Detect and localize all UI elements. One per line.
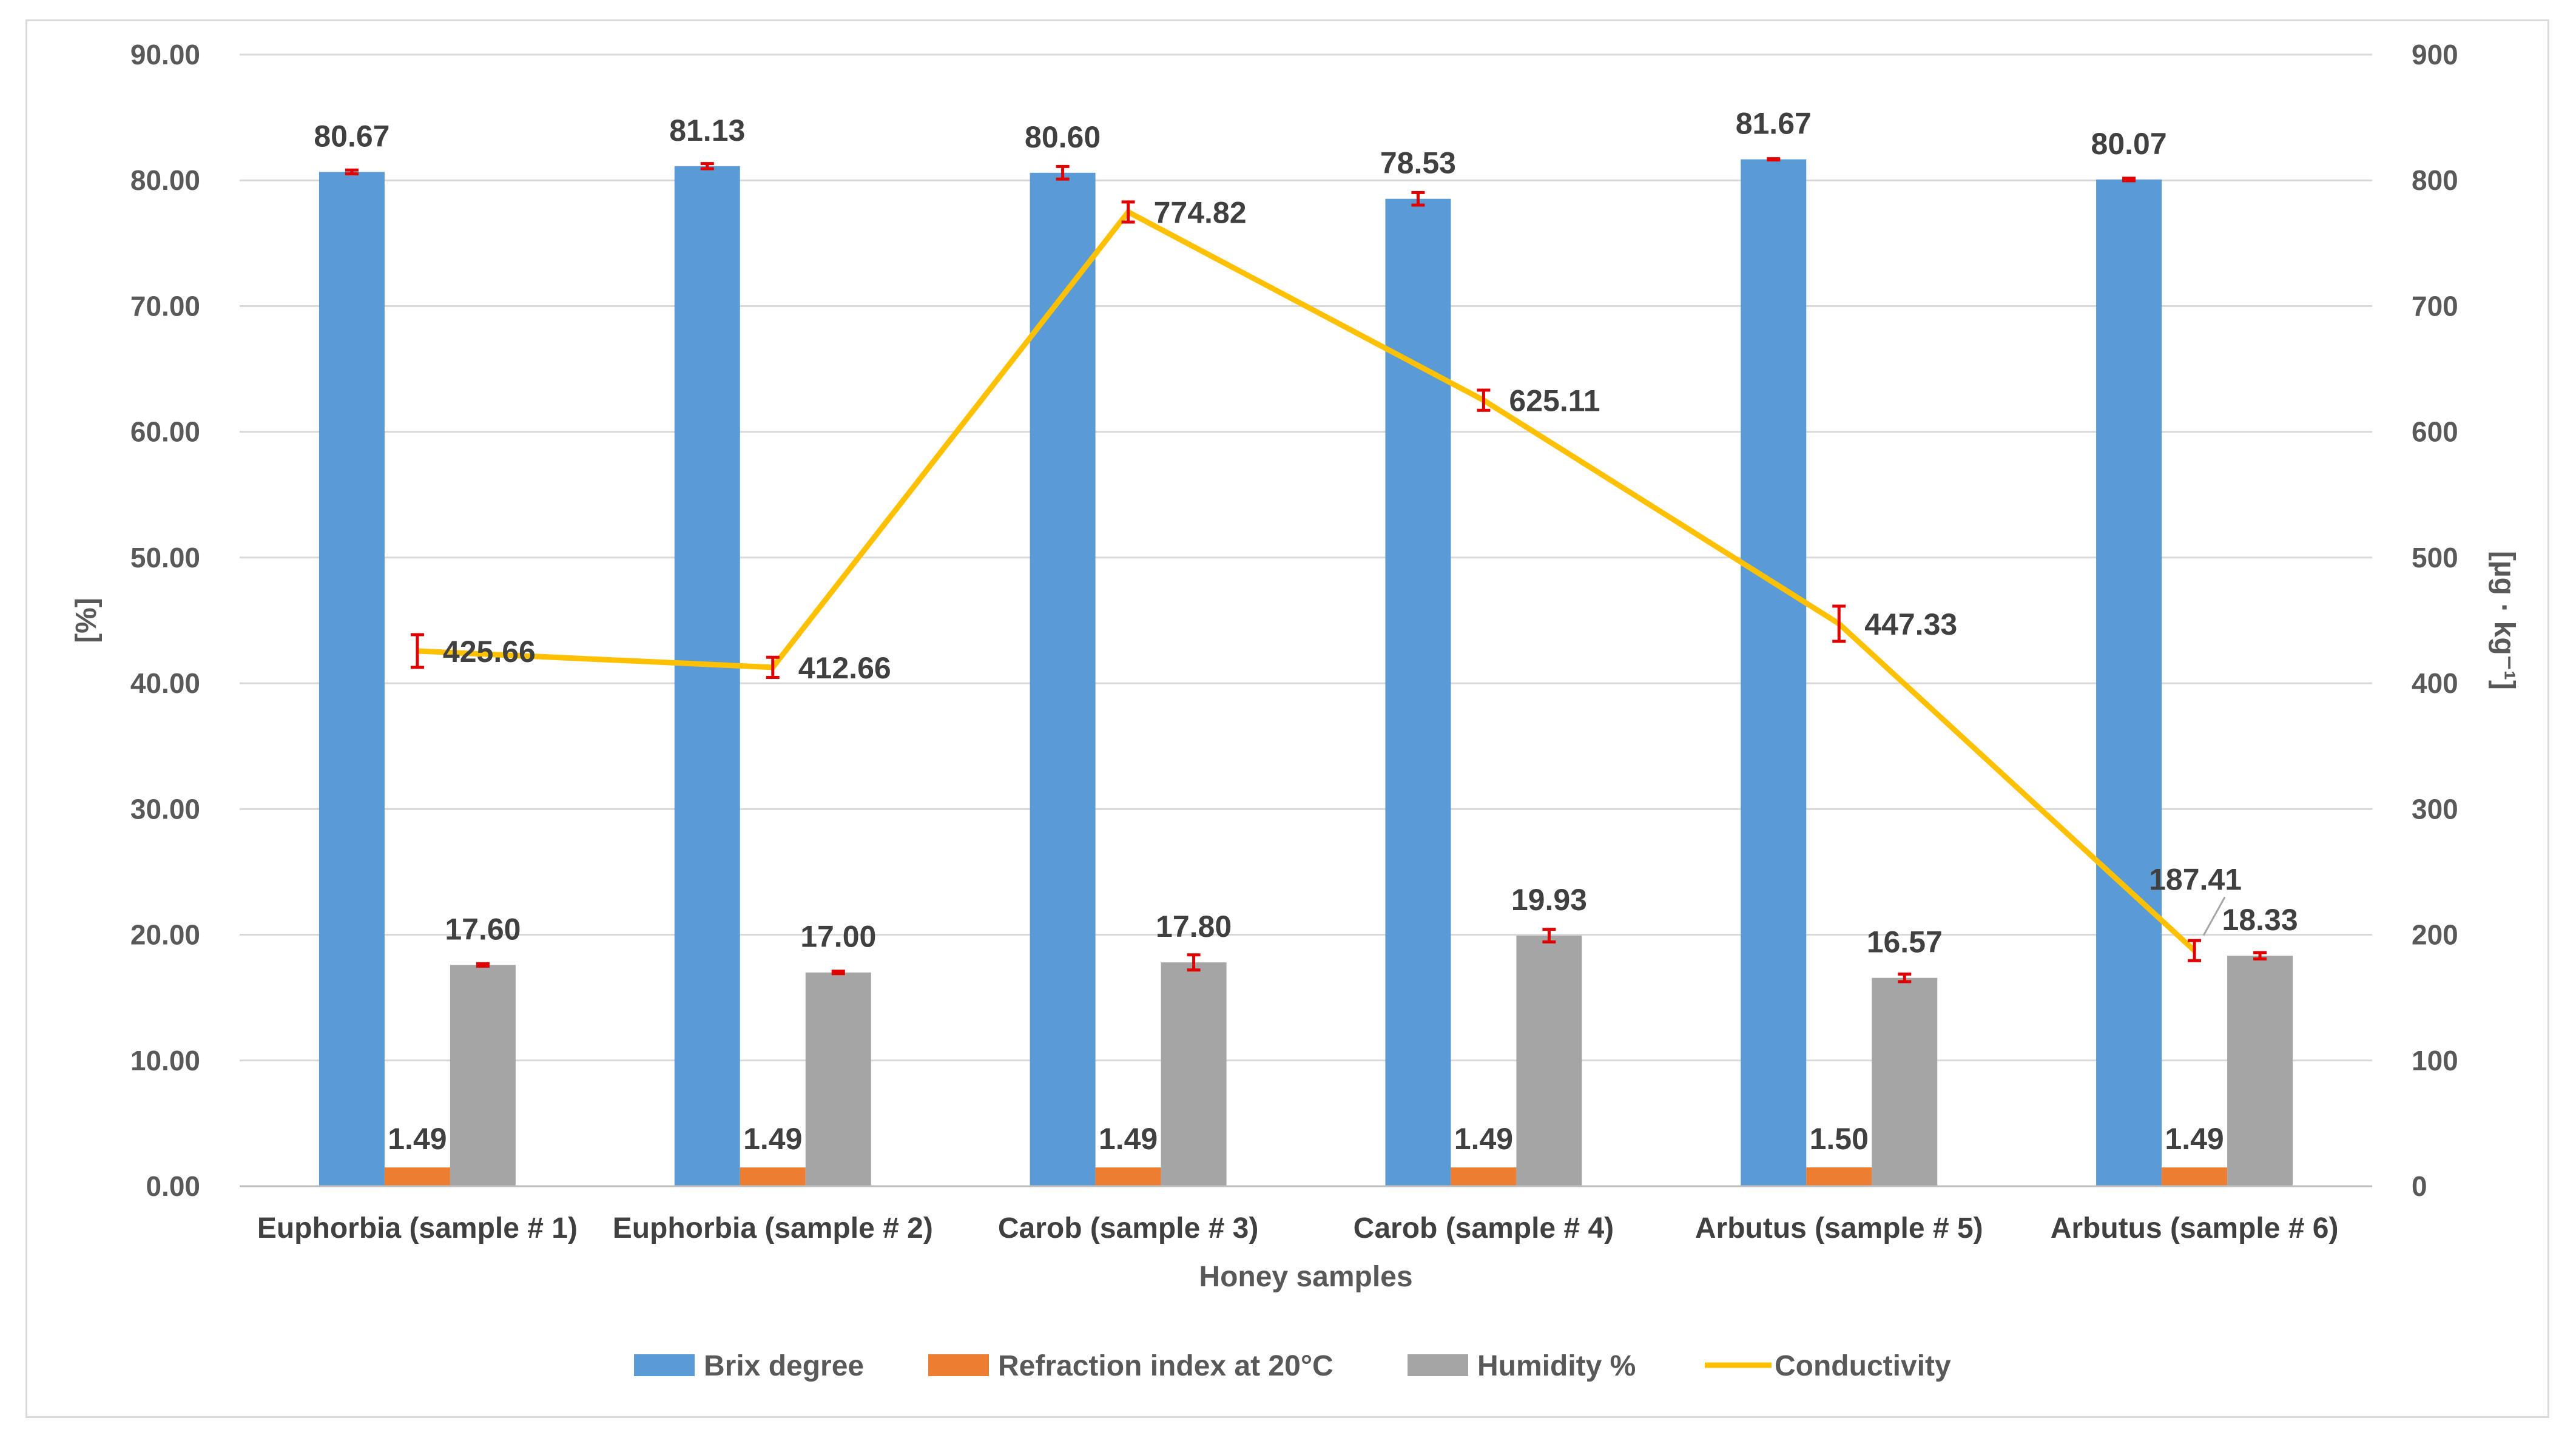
y2-tick-label: 300 — [2412, 793, 2458, 825]
y2-tick-label: 900 — [2412, 39, 2458, 70]
bar-series-group — [319, 159, 2293, 1187]
data-label-refraction-index-at-20-c: 1.49 — [743, 1122, 802, 1156]
data-label-brix-degree: 80.67 — [314, 119, 389, 153]
bar-humidity — [2227, 956, 2293, 1186]
bar-refraction-index-at-20-c — [384, 1167, 450, 1186]
bar-humidity — [450, 965, 516, 1186]
bar-humidity — [805, 972, 871, 1186]
y-tick-label: 40.00 — [130, 667, 200, 699]
y2-tick-label: 400 — [2412, 667, 2458, 699]
axes-group: 0.00 10.00 20.00 30.00 40.00 50.00 60.00 70.00 8… — [70, 39, 2520, 1293]
legend-label-humidity: Humidity % — [1477, 1350, 1636, 1382]
data-label-humidity: 17.80 — [1156, 910, 1232, 943]
bar-brix-degree — [1030, 172, 1096, 1187]
conductivity-line — [417, 209, 2197, 953]
legend-swatch-brix-degree — [634, 1354, 695, 1376]
y2-tick-label: 800 — [2412, 164, 2458, 196]
y-tick-label: 0.00 — [146, 1170, 200, 1202]
y-tick-label: 30.00 — [130, 793, 200, 825]
x-tick-label: Euphorbia (sample # 2) — [613, 1212, 933, 1244]
legend-swatch-refraction-index-at-20-c — [928, 1354, 989, 1376]
data-label-humidity: 18.33 — [2222, 903, 2298, 937]
y-axis-title: [%] — [70, 598, 103, 643]
data-label-brix-degree: 81.67 — [1736, 107, 1812, 141]
data-label-humidity: 17.60 — [445, 912, 521, 946]
y2-tick-label: 600 — [2412, 416, 2458, 448]
legend-label-brix-degree: Brix degree — [704, 1350, 864, 1382]
x-tick-label: Arbutus (sample # 5) — [1695, 1212, 1983, 1244]
y-tick-label: 20.00 — [130, 919, 200, 951]
legend-swatch-humidity — [1408, 1354, 1468, 1376]
bar-humidity — [1872, 977, 1938, 1186]
y-tick-label: 80.00 — [130, 164, 200, 196]
data-label-refraction-index-at-20-c: 1.49 — [1099, 1122, 1158, 1156]
data-label-brix-degree: 78.53 — [1380, 146, 1456, 180]
data-label-conductivity: 187.41 — [2149, 863, 2242, 897]
data-label-humidity: 19.93 — [1511, 883, 1587, 917]
bar-refraction-index-at-20-c — [1806, 1167, 1872, 1186]
x-tick-label: Carob (sample # 3) — [998, 1212, 1258, 1244]
data-label-humidity: 16.57 — [1867, 925, 1943, 959]
y2-tick-label: 0 — [2412, 1170, 2427, 1202]
error-bars-group — [345, 157, 2267, 984]
legend: Brix degree Refraction index at 20°C Humid… — [634, 1350, 1951, 1382]
data-label-conductivity: 447.33 — [1864, 607, 1957, 641]
data-label-refraction-index-at-20-c: 1.50 — [1810, 1122, 1869, 1156]
gridlines — [240, 53, 2372, 1187]
bar-refraction-index-at-20-c — [740, 1167, 806, 1186]
bar-refraction-index-at-20-c — [2162, 1167, 2228, 1186]
bar-brix-degree — [674, 166, 740, 1186]
bar-refraction-index-at-20-c — [1451, 1167, 1517, 1186]
x-tick-label: Carob (sample # 4) — [1354, 1212, 1614, 1244]
data-label-conductivity: 425.66 — [443, 635, 536, 669]
y2-axis-title: [µg · kg⁻¹] — [2488, 551, 2520, 690]
leader-line — [2202, 896, 2226, 936]
bar-brix-degree — [2096, 179, 2162, 1186]
data-label-refraction-index-at-20-c: 1.49 — [388, 1122, 447, 1156]
data-label-refraction-index-at-20-c: 1.49 — [2165, 1122, 2224, 1156]
data-label-conductivity: 774.82 — [1154, 195, 1247, 229]
x-tick-label: Arbutus (sample # 6) — [2051, 1212, 2339, 1244]
data-label-brix-degree: 81.13 — [669, 113, 745, 147]
bar-refraction-index-at-20-c — [1095, 1167, 1161, 1186]
data-label-brix-degree: 80.60 — [1025, 120, 1101, 154]
bar-humidity — [1161, 962, 1227, 1186]
data-label-refraction-index-at-20-c: 1.49 — [1454, 1122, 1513, 1156]
bar-brix-degree — [1385, 198, 1451, 1187]
y-tick-label: 90.00 — [130, 39, 200, 70]
x-tick-label: Euphorbia (sample # 1) — [257, 1212, 578, 1244]
bar-brix-degree — [1741, 159, 1807, 1187]
y2-tick-label: 100 — [2412, 1045, 2458, 1076]
y2-tick-label: 700 — [2412, 290, 2458, 322]
data-label-conductivity: 625.11 — [1509, 384, 1600, 418]
bar-brix-degree — [319, 172, 385, 1186]
y2-tick-label: 200 — [2412, 919, 2458, 951]
data-labels-group: 80.67 81.13 80.60 78.53 81.67 80.07 1.49 1.49 1.… — [314, 107, 2298, 1156]
y-tick-label: 60.00 — [130, 416, 200, 448]
data-label-brix-degree: 80.07 — [2091, 127, 2167, 161]
legend-label-refraction-index-at-20-c: Refraction index at 20°C — [998, 1350, 1334, 1382]
bar-humidity — [1516, 936, 1582, 1186]
legend-label-conductivity: Conductivity — [1775, 1350, 1951, 1382]
data-label-conductivity: 412.66 — [798, 651, 891, 685]
y-tick-label: 70.00 — [130, 290, 200, 322]
y-tick-label: 50.00 — [130, 542, 200, 573]
y-tick-label: 10.00 — [130, 1045, 200, 1076]
y2-tick-label: 500 — [2412, 542, 2458, 573]
data-label-humidity: 17.00 — [800, 920, 876, 954]
x-axis-title: Honey samples — [1199, 1261, 1412, 1293]
